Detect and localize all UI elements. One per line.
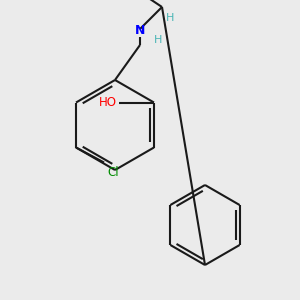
Text: H: H xyxy=(166,13,174,23)
Text: H: H xyxy=(154,35,162,45)
Text: HO: HO xyxy=(99,96,117,109)
Text: N: N xyxy=(135,24,145,37)
Text: Cl: Cl xyxy=(107,166,119,178)
